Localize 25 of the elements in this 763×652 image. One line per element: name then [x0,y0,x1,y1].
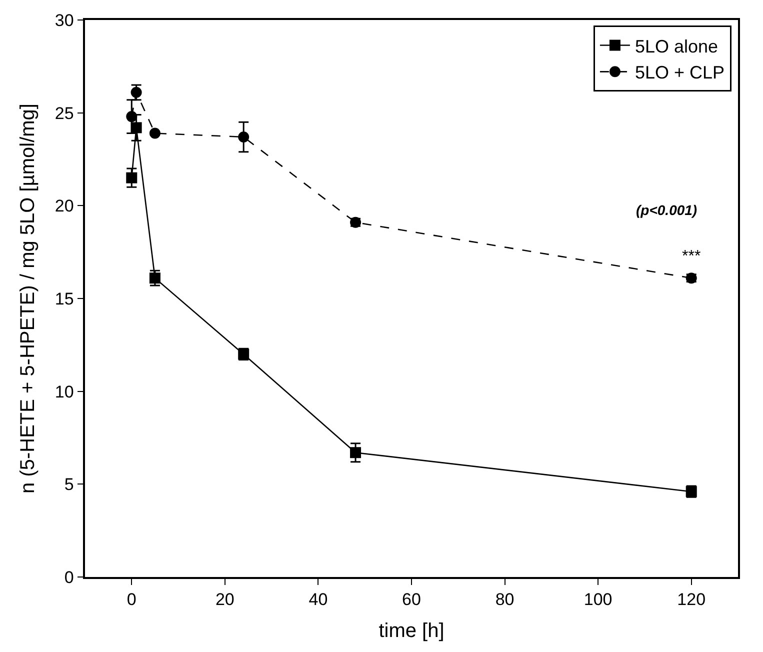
x-tick-label: 20 [215,590,234,610]
y-tick-label: 20 [54,196,74,216]
y-tick-label: 25 [54,104,74,123]
y-tick-label: 10 [54,382,74,402]
x-tick-label: 0 [126,590,136,610]
y-tick-label: 30 [54,10,74,30]
annotation: *** [682,248,701,265]
x-tick-label: 100 [584,590,612,610]
point [238,131,250,142]
x-tick-label: 60 [402,590,421,610]
annotation: (p<0.001) [636,202,698,218]
point [126,111,138,122]
point [350,447,362,458]
x-axis-title: time [h] [378,620,444,642]
legend-label: 5LO alone [634,36,718,56]
y-axis-title: n (5-HETE + 5-HPETE) / mg 5LO [µmol/mg] [16,104,39,494]
x-tick-label: 120 [677,590,706,610]
x-tick-label: 40 [308,590,328,610]
legend-label: 5LO + CLP [634,62,725,83]
point [149,128,160,139]
point [126,172,138,184]
y-tick-label: 0 [64,568,74,587]
y-tick-label: 5 [64,475,74,494]
y-tick-label: 15 [54,289,74,308]
x-tick-label: 80 [495,590,514,610]
